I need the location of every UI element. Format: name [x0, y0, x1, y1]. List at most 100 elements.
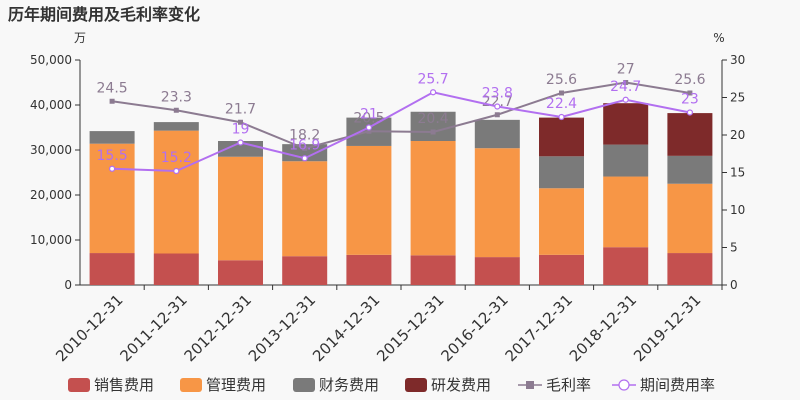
- line-data-label-1: 19: [232, 122, 250, 138]
- y-right-tick-label: 15: [730, 166, 745, 180]
- line-data-label-1: 22.4: [546, 96, 577, 112]
- x-tick-label: 2016-12-31: [437, 291, 511, 365]
- x-tick-label: 2012-12-31: [181, 291, 255, 365]
- bar-2013-12-31-2: [282, 144, 328, 162]
- line-data-label-1: 15.5: [97, 148, 128, 164]
- bar-2011-12-31-1: [153, 130, 199, 254]
- bar-2017-12-31-0: [539, 254, 584, 285]
- line-point-1: [430, 89, 437, 96]
- legend-label-0: 销售费用: [94, 376, 154, 394]
- legend-label-3: 研发费用: [431, 376, 491, 394]
- y-left-tick-label: 40,000: [30, 98, 72, 112]
- x-tick-label: 2011-12-31: [116, 291, 190, 365]
- line-point-0: [109, 98, 115, 104]
- bars: [89, 103, 713, 285]
- line-data-label-1: 16.9: [289, 137, 320, 153]
- bar-2016-12-31-1: [474, 148, 520, 258]
- bar-2015-12-31-1: [410, 141, 456, 256]
- bar-2017-12-31-2: [539, 156, 584, 189]
- line-point-0: [494, 112, 500, 118]
- line-point-0: [623, 80, 629, 85]
- bar-2019-12-31-0: [667, 253, 713, 285]
- x-tick-label: 2014-12-31: [309, 291, 383, 365]
- x-tick-label: 2010-12-31: [52, 291, 126, 365]
- bar-2016-12-31-2: [474, 119, 520, 149]
- line-data-label-0: 18.2: [289, 128, 320, 144]
- bar-2011-12-31-0: [153, 253, 199, 285]
- line-point-1: [622, 96, 629, 103]
- x-tick-label: 2013-12-31: [245, 291, 319, 365]
- y-right-tick-label: 0: [730, 278, 738, 292]
- line-point-1: [494, 103, 501, 110]
- x-tick-label: 2018-12-31: [566, 291, 640, 365]
- legend-swatch-3: [405, 378, 427, 392]
- line-point-0: [366, 128, 372, 134]
- line-point-0: [238, 119, 243, 125]
- x-tick-label: 2017-12-31: [502, 291, 576, 365]
- line-point-1: [558, 113, 565, 121]
- bar-2017-12-31-3: [539, 117, 584, 157]
- line-point-0: [687, 90, 693, 96]
- chart-title: 历年期间费用及毛利率变化: [8, 5, 200, 24]
- x-tick-label: 2019-12-31: [630, 291, 704, 365]
- line-data-label-1: 15.2: [161, 150, 192, 166]
- bar-2017-12-31-1: [539, 188, 584, 255]
- line-point-0: [302, 146, 308, 151]
- y-right-unit: %: [713, 31, 724, 45]
- bar-2014-12-31-0: [346, 254, 392, 285]
- bar-2012-12-31-1: [218, 156, 263, 261]
- y-left-tick-label: 0: [64, 278, 72, 292]
- line-data-label-0: 25.6: [674, 72, 705, 88]
- line-point-0: [559, 90, 564, 96]
- line-point-1: [301, 155, 308, 162]
- legend-marker-4: [526, 381, 534, 389]
- y-right-tick-label: 25: [730, 91, 745, 105]
- line-point-1: [108, 165, 116, 172]
- line-data-label-0: 24.5: [97, 80, 128, 96]
- y-left-tick-label: 50,000: [30, 53, 72, 67]
- line-point-0: [173, 107, 179, 113]
- legend: 销售费用 管理费用 财务费用 研发费用 毛利率 期间费用率: [68, 376, 715, 394]
- line-series-0: [111, 81, 691, 150]
- line-point-1: [237, 139, 244, 146]
- line-data-label-1: 23.8: [482, 86, 513, 102]
- bar-2015-12-31-0: [410, 255, 456, 285]
- bar-2018-12-31-2: [603, 144, 649, 177]
- y-right-tick-label: 5: [730, 241, 738, 255]
- legend-label-2: 财务费用: [319, 376, 379, 394]
- y-left-unit: 万: [74, 31, 86, 45]
- legend-label-1: 管理费用: [206, 376, 266, 394]
- y-right-tick-label: 10: [730, 203, 745, 217]
- line-data-label-1: 25.7: [418, 71, 449, 87]
- line-series-1: [112, 91, 691, 173]
- legend-label-5: 期间费用率: [640, 376, 715, 394]
- line-data-label-0: 27: [617, 62, 635, 78]
- bar-2010-12-31-0: [89, 253, 135, 285]
- line-data-label-0: 25.6: [546, 72, 577, 88]
- line-data-label-0: 20.4: [418, 111, 449, 127]
- y-right-tick-label: 30: [730, 53, 745, 67]
- bar-2018-12-31-0: [603, 247, 649, 285]
- line-data-label-1: 24.7: [610, 79, 641, 95]
- bar-2011-12-31-2: [153, 122, 199, 131]
- bar-2013-12-31-0: [282, 256, 328, 285]
- line-data-label-1: 23: [681, 92, 699, 108]
- y-left-tick-label: 30,000: [30, 143, 72, 157]
- line-point-1: [365, 124, 372, 131]
- bar-2018-12-31-3: [603, 103, 649, 145]
- y-left-tick-label: 10,000: [30, 233, 72, 247]
- bar-2014-12-31-1: [346, 145, 392, 255]
- bar-2010-12-31-1: [89, 143, 135, 254]
- bar-2012-12-31-0: [218, 260, 263, 285]
- x-tick-label: 2015-12-31: [373, 291, 447, 365]
- legend-marker-5: [618, 379, 630, 391]
- line-data-label-0: 23.3: [161, 89, 192, 105]
- bar-2019-12-31-3: [667, 113, 713, 156]
- legend-swatch-0: [68, 378, 90, 392]
- bar-2019-12-31-1: [667, 183, 713, 254]
- bar-2016-12-31-0: [474, 257, 520, 285]
- y-left-tick-label: 20,000: [30, 188, 72, 202]
- line-point-1: [173, 167, 180, 175]
- legend-swatch-1: [180, 378, 202, 392]
